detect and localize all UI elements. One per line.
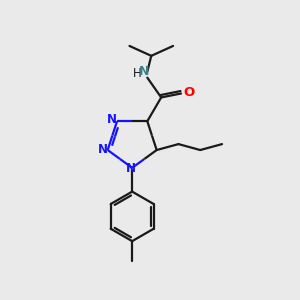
Text: N: N	[98, 142, 108, 155]
Text: N: N	[107, 113, 117, 126]
Text: N: N	[139, 65, 149, 78]
Text: H: H	[133, 67, 142, 80]
Text: N: N	[126, 162, 136, 175]
Text: O: O	[183, 86, 194, 99]
